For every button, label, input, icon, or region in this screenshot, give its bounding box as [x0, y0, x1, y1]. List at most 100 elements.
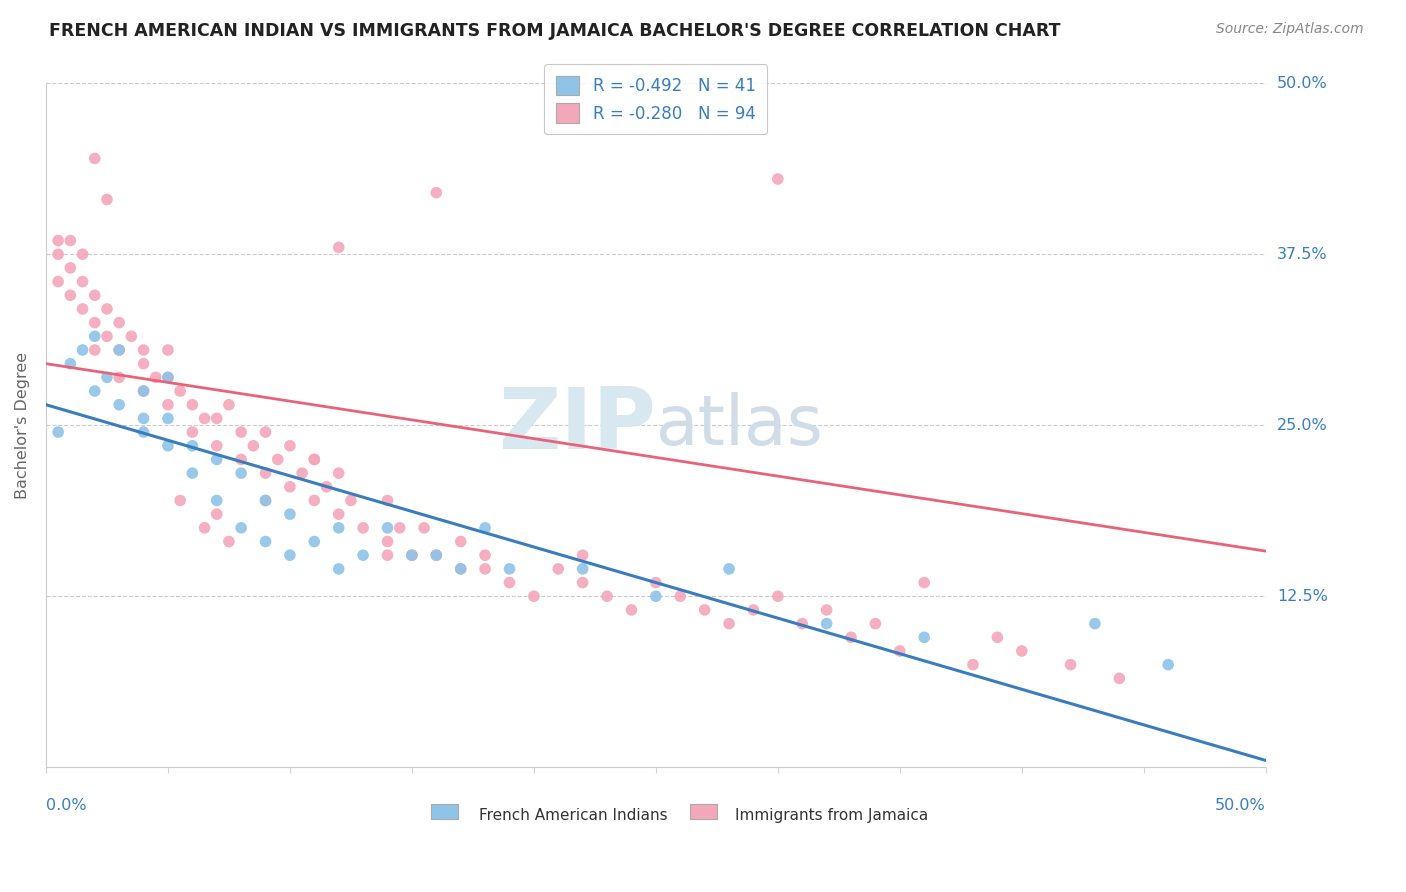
Text: 50.0%: 50.0%: [1215, 798, 1265, 813]
Point: [83, 316, 105, 330]
Point: [83, 384, 105, 398]
Point: [278, 507, 301, 521]
Point: [792, 616, 814, 631]
Point: [1084, 616, 1107, 631]
Point: [145, 370, 167, 384]
Point: [231, 452, 253, 467]
Point: [108, 398, 131, 412]
Point: [278, 480, 301, 494]
Point: [59, 234, 82, 248]
Point: [669, 589, 692, 603]
Point: [83, 329, 105, 343]
Text: French American Indians: French American Indians: [479, 808, 668, 823]
Point: [815, 603, 838, 617]
Point: [254, 466, 277, 480]
Point: [474, 548, 496, 562]
Point: [181, 398, 204, 412]
Legend: R = -0.492   N = 41, R = -0.280   N = 94: R = -0.492 N = 41, R = -0.280 N = 94: [544, 64, 768, 135]
Point: [912, 575, 935, 590]
Point: [498, 562, 520, 576]
Point: [315, 480, 337, 494]
Point: [254, 493, 277, 508]
Point: [83, 343, 105, 357]
Point: [377, 521, 399, 535]
Point: [1059, 657, 1081, 672]
Point: [156, 398, 179, 412]
Point: [304, 452, 326, 467]
Point: [46, 425, 69, 439]
Point: [912, 630, 935, 644]
Point: [205, 439, 228, 453]
Point: [865, 616, 887, 631]
Point: [132, 357, 155, 371]
Point: [450, 534, 472, 549]
Point: [889, 644, 911, 658]
Point: [304, 452, 326, 467]
Point: [59, 357, 82, 371]
Point: [474, 562, 496, 576]
Point: [352, 521, 374, 535]
Point: [571, 548, 593, 562]
Point: [962, 657, 984, 672]
Point: [450, 562, 472, 576]
Point: [718, 616, 741, 631]
Point: [156, 343, 179, 357]
Point: [571, 575, 593, 590]
Point: [72, 301, 94, 316]
Point: [72, 247, 94, 261]
Point: [425, 548, 447, 562]
Point: [986, 630, 1008, 644]
Point: [46, 247, 69, 261]
Point: [156, 370, 179, 384]
Text: 25.0%: 25.0%: [1277, 417, 1327, 433]
Point: [83, 152, 105, 166]
Point: [132, 384, 155, 398]
Point: [377, 493, 399, 508]
Point: [340, 493, 363, 508]
FancyBboxPatch shape: [432, 804, 458, 819]
Point: [766, 172, 789, 186]
Text: 37.5%: 37.5%: [1277, 247, 1327, 261]
Point: [181, 466, 204, 480]
Point: [108, 370, 131, 384]
Text: FRENCH AMERICAN INDIAN VS IMMIGRANTS FROM JAMAICA BACHELOR'S DEGREE CORRELATION : FRENCH AMERICAN INDIAN VS IMMIGRANTS FRO…: [49, 22, 1060, 40]
Point: [815, 616, 838, 631]
Point: [96, 329, 118, 343]
Point: [425, 548, 447, 562]
Point: [278, 548, 301, 562]
Text: 50.0%: 50.0%: [1277, 76, 1327, 91]
Point: [401, 548, 423, 562]
Point: [254, 493, 277, 508]
Point: [72, 343, 94, 357]
Point: [328, 521, 350, 535]
Point: [377, 548, 399, 562]
Point: [304, 534, 326, 549]
Point: [96, 370, 118, 384]
Point: [644, 589, 666, 603]
Point: [267, 452, 290, 467]
Point: [205, 452, 228, 467]
Point: [193, 411, 215, 425]
Y-axis label: Bachelor's Degree: Bachelor's Degree: [15, 351, 30, 499]
Point: [193, 521, 215, 535]
Point: [1108, 671, 1130, 685]
Point: [156, 370, 179, 384]
Point: [498, 575, 520, 590]
Point: [132, 411, 155, 425]
Point: [132, 425, 155, 439]
Text: 12.5%: 12.5%: [1277, 589, 1327, 604]
Point: [450, 562, 472, 576]
Point: [620, 603, 643, 617]
Point: [474, 521, 496, 535]
Point: [205, 411, 228, 425]
Point: [83, 288, 105, 302]
Point: [120, 329, 142, 343]
Point: [693, 603, 716, 617]
Point: [156, 439, 179, 453]
Point: [328, 507, 350, 521]
Point: [132, 343, 155, 357]
Point: [377, 534, 399, 549]
Point: [218, 398, 240, 412]
Point: [72, 275, 94, 289]
Point: [59, 288, 82, 302]
